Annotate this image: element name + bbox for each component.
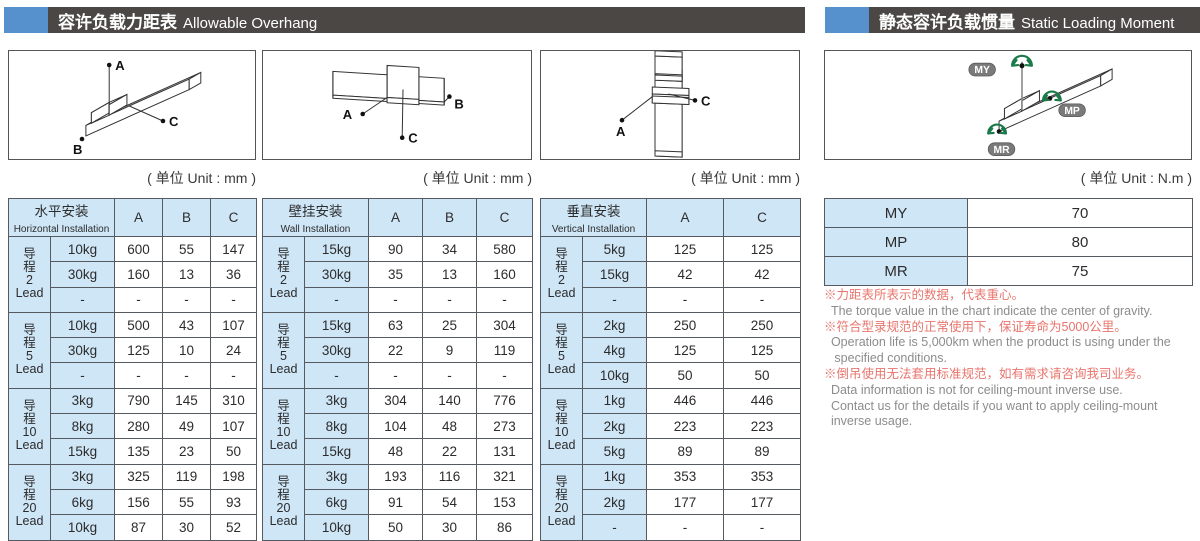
svg-text:A: A bbox=[343, 107, 353, 122]
svg-text:MY: MY bbox=[974, 64, 989, 76]
svg-text:MR: MR bbox=[993, 144, 1009, 156]
svg-text:C: C bbox=[408, 131, 418, 146]
svg-text:MP: MP bbox=[1064, 105, 1079, 117]
svg-text:C: C bbox=[169, 114, 179, 129]
svg-text:C: C bbox=[701, 93, 711, 108]
svg-text:B: B bbox=[73, 142, 82, 157]
svg-text:A: A bbox=[616, 124, 626, 139]
svg-text:A: A bbox=[115, 58, 125, 73]
svg-text:B: B bbox=[454, 97, 463, 112]
